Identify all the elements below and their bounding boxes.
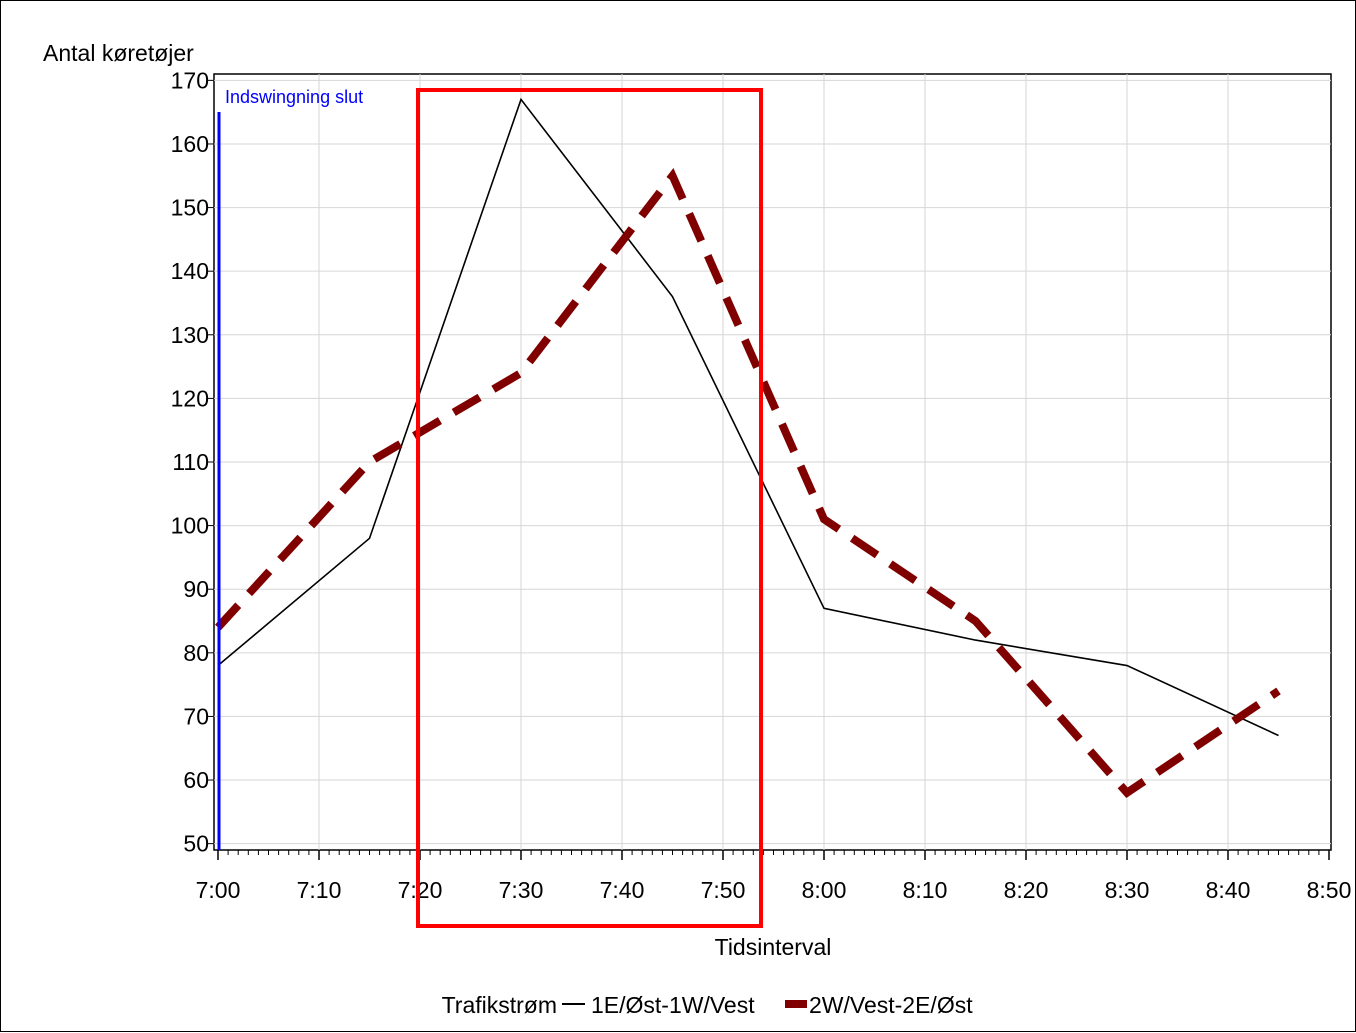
legend-title: Trafikstrøm <box>442 992 557 1018</box>
y-tick-label: 140 <box>171 258 209 284</box>
legend-label-series-2: 2W/Vest-2E/Øst <box>809 992 973 1018</box>
y-tick-label: 130 <box>171 322 209 348</box>
x-tick-label: 7:30 <box>499 877 544 903</box>
x-tick-label: 8:20 <box>1004 877 1049 903</box>
x-tick-label: 8:00 <box>802 877 847 903</box>
highlight-box <box>418 90 761 926</box>
y-axis-label: Antal køretøjer <box>43 40 194 66</box>
y-tick-label: 160 <box>171 131 209 157</box>
y-tick-label: 110 <box>172 449 209 475</box>
y-tick-label: 120 <box>171 385 209 411</box>
y-tick-label: 50 <box>183 831 209 857</box>
series-layer <box>218 99 1279 793</box>
x-tick-label: 8:10 <box>903 877 948 903</box>
annotation-label: Indswingning slut <box>225 87 363 107</box>
y-tick-label: 150 <box>171 195 209 221</box>
x-tick-label: 7:50 <box>701 877 746 903</box>
grid-lines <box>214 74 1331 850</box>
y-tick-label: 60 <box>183 767 209 793</box>
y-axis: 50 60 70 80 90 100 110 120 130 140 150 160 170 <box>171 67 214 856</box>
x-tick-label: 7:00 <box>196 877 241 903</box>
y-tick-label: 100 <box>171 513 209 539</box>
x-axis-label: Tidsinterval <box>715 934 832 960</box>
x-tick-label: 7:10 <box>297 877 342 903</box>
y-tick-label: 170 <box>171 67 209 93</box>
series-line-2 <box>218 176 1279 793</box>
y-tick-label: 80 <box>183 640 209 666</box>
x-tick-label: 8:30 <box>1105 877 1150 903</box>
y-tick-label: 70 <box>183 703 209 729</box>
legend: Trafikstrøm 1E/Øst-1W/Vest 2W/Vest-2E/Øs… <box>442 992 974 1018</box>
annotation-layer: Indswingning slut <box>219 87 761 926</box>
x-tick-label: 8:40 <box>1206 877 1251 903</box>
x-tick-label: 7:40 <box>600 877 645 903</box>
series-line-1 <box>218 99 1279 735</box>
y-tick-label: 90 <box>183 576 209 602</box>
x-tick-label: 8:50 <box>1307 877 1352 903</box>
legend-label-series-1: 1E/Øst-1W/Vest <box>591 992 755 1018</box>
